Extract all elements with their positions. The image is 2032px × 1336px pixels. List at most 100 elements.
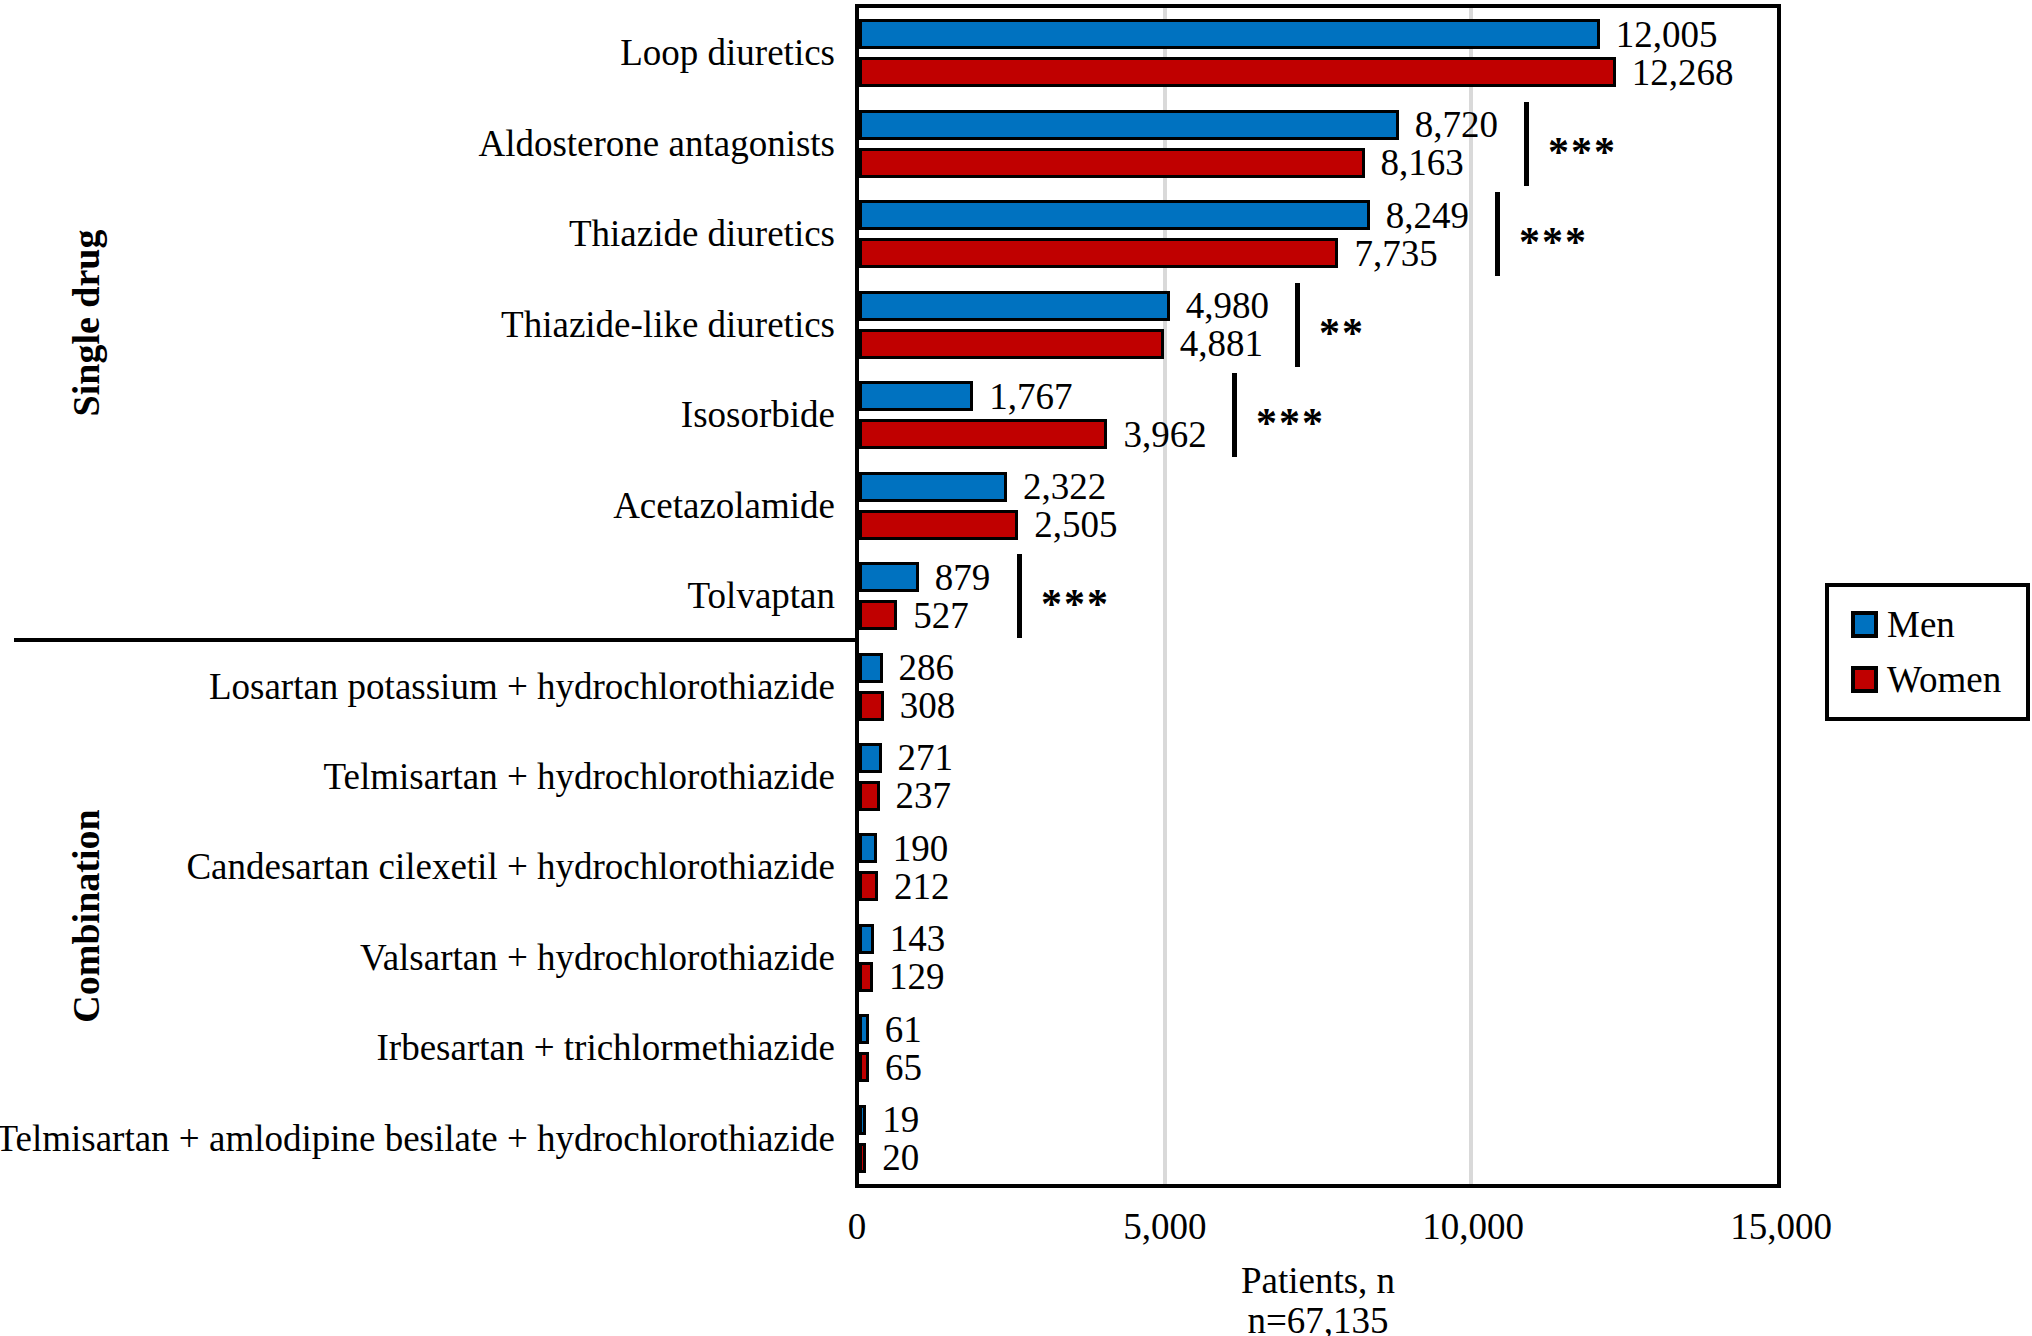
men-value-label: 2,322 xyxy=(1023,468,1106,505)
women-value-label: 8,163 xyxy=(1381,144,1464,181)
bar-pair: 12,00512,268 xyxy=(859,19,1777,87)
category-label: Thiazide diuretics xyxy=(0,214,835,255)
men-bar xyxy=(859,1105,866,1135)
men-value-label: 12,005 xyxy=(1616,16,1718,53)
group-label-combination: Combination xyxy=(64,809,108,1022)
women-value-label: 4,881 xyxy=(1180,325,1263,362)
men-bar-line: 4,980 xyxy=(859,291,1777,321)
women-bar-line: 4,881 xyxy=(859,329,1777,359)
significance-bracket xyxy=(1524,102,1529,186)
men-bar xyxy=(859,19,1600,49)
men-value-label: 8,720 xyxy=(1415,106,1498,143)
men-bar xyxy=(859,833,877,863)
legend: Men Women xyxy=(1825,583,2030,721)
category-row: Acetazolamide2,3222,505 xyxy=(859,460,1777,550)
women-value-label: 527 xyxy=(913,597,969,634)
category-row: Valsartan + hydrochlorothiazide143129 xyxy=(859,913,1777,1003)
bar-pair: 8,720 8,163 xyxy=(859,110,1777,178)
x-tick-0: 0 xyxy=(848,1208,867,1245)
significance-stars: *** xyxy=(1519,221,1588,263)
significance-stars: *** xyxy=(1256,402,1325,444)
legend-item-women: Women xyxy=(1851,661,2026,698)
x-axis-subtitle: n=67,135 xyxy=(1247,1302,1388,1336)
men-bar-line: 879 xyxy=(859,562,1777,592)
women-bar-line: 237 xyxy=(859,781,1777,811)
men-bar xyxy=(859,1014,869,1044)
women-bar-line: 527 xyxy=(859,600,1777,630)
men-bar-line: 190 xyxy=(859,833,1777,863)
women-bar xyxy=(859,57,1616,87)
men-bar xyxy=(859,472,1007,502)
men-bar-line: 19 xyxy=(859,1105,1777,1135)
women-value-label: 20 xyxy=(882,1139,919,1176)
women-bar xyxy=(859,600,897,630)
women-bar-line: 212 xyxy=(859,871,1777,901)
women-bar xyxy=(859,329,1164,359)
men-bar xyxy=(859,562,919,592)
bar-pair: 4,980 4,881 xyxy=(859,291,1777,359)
significance-stars: ** xyxy=(1319,311,1365,353)
category-label: Losartan potassium + hydrochlorothiazide xyxy=(0,666,835,707)
men-bar-line: 143 xyxy=(859,924,1777,954)
men-value-label: 286 xyxy=(899,649,955,686)
bar-pair: 6165 xyxy=(859,1014,1777,1082)
category-label: Loop diuretics xyxy=(0,33,835,74)
category-label: Telmisartan + amlodipine besilate + hydr… xyxy=(0,1119,835,1160)
bar-pair: 1920 xyxy=(859,1105,1777,1173)
women-value-label: 65 xyxy=(885,1049,922,1086)
women-bar-line: 8,163 xyxy=(859,148,1777,178)
men-bar xyxy=(859,743,882,773)
x-axis: 0 5,000 10,000 15,000 xyxy=(857,1208,1781,1248)
significance-bracket xyxy=(1017,554,1022,638)
men-bar-line: 2,322 xyxy=(859,472,1777,502)
men-value-label: 8,249 xyxy=(1386,197,1469,234)
bar-chart-figure: Loop diuretics12,00512,268Aldosterone an… xyxy=(0,0,2032,1336)
group-label-single-drug: Single drug xyxy=(64,230,108,417)
men-bar xyxy=(859,924,874,954)
women-bar xyxy=(859,871,878,901)
men-value-label: 190 xyxy=(893,830,949,867)
women-bar xyxy=(859,419,1107,449)
men-bar-line: 8,249 xyxy=(859,200,1777,230)
category-row: Aldosterone antagonists8,7208,163*** xyxy=(859,98,1777,188)
women-bar xyxy=(859,238,1338,268)
legend-swatch-men xyxy=(1851,611,1878,638)
bar-pair: 143 129 xyxy=(859,924,1777,992)
women-value-label: 129 xyxy=(889,958,945,995)
men-value-label: 879 xyxy=(935,559,991,596)
group-separator-line xyxy=(14,638,859,642)
women-value-label: 7,735 xyxy=(1354,235,1437,272)
men-bar xyxy=(859,653,883,683)
women-value-label: 212 xyxy=(894,868,950,905)
women-value-label: 2,505 xyxy=(1034,506,1117,543)
category-row: Isosorbide1,7673,962*** xyxy=(859,370,1777,460)
bar-pair: 271237 xyxy=(859,743,1777,811)
category-row: Loop diuretics12,00512,268 xyxy=(859,8,1777,98)
men-value-label: 271 xyxy=(898,739,954,776)
women-value-label: 237 xyxy=(896,777,952,814)
men-bar-line: 8,720 xyxy=(859,110,1777,140)
category-label: Isosorbide xyxy=(0,395,835,436)
significance-stars: *** xyxy=(1548,130,1617,172)
bar-rows: Loop diuretics12,00512,268Aldosterone an… xyxy=(859,8,1777,1184)
women-bar-line: 65 xyxy=(859,1052,1777,1082)
legend-swatch-women xyxy=(1851,666,1878,693)
women-bar-line: 129 xyxy=(859,962,1777,992)
men-bar-line: 286 xyxy=(859,653,1777,683)
women-bar xyxy=(859,962,873,992)
bar-pair: 190 212 xyxy=(859,833,1777,901)
men-value-label: 143 xyxy=(890,920,946,957)
legend-item-men: Men xyxy=(1851,606,2026,643)
x-tick-10000: 10,000 xyxy=(1422,1208,1524,1245)
men-value-label: 1,767 xyxy=(989,378,1072,415)
men-bar xyxy=(859,110,1399,140)
women-bar xyxy=(859,691,884,721)
bar-pair: 8,2497,735 xyxy=(859,200,1777,268)
women-value-label: 308 xyxy=(900,687,956,724)
women-bar xyxy=(859,1052,869,1082)
category-label: Aldosterone antagonists xyxy=(0,123,835,164)
legend-label-women: Women xyxy=(1887,661,2001,698)
x-axis-title: Patients, n xyxy=(1241,1262,1395,1299)
men-value-label: 19 xyxy=(882,1101,919,1138)
category-row: Thiazide-like diuretics4,9804,881** xyxy=(859,279,1777,369)
